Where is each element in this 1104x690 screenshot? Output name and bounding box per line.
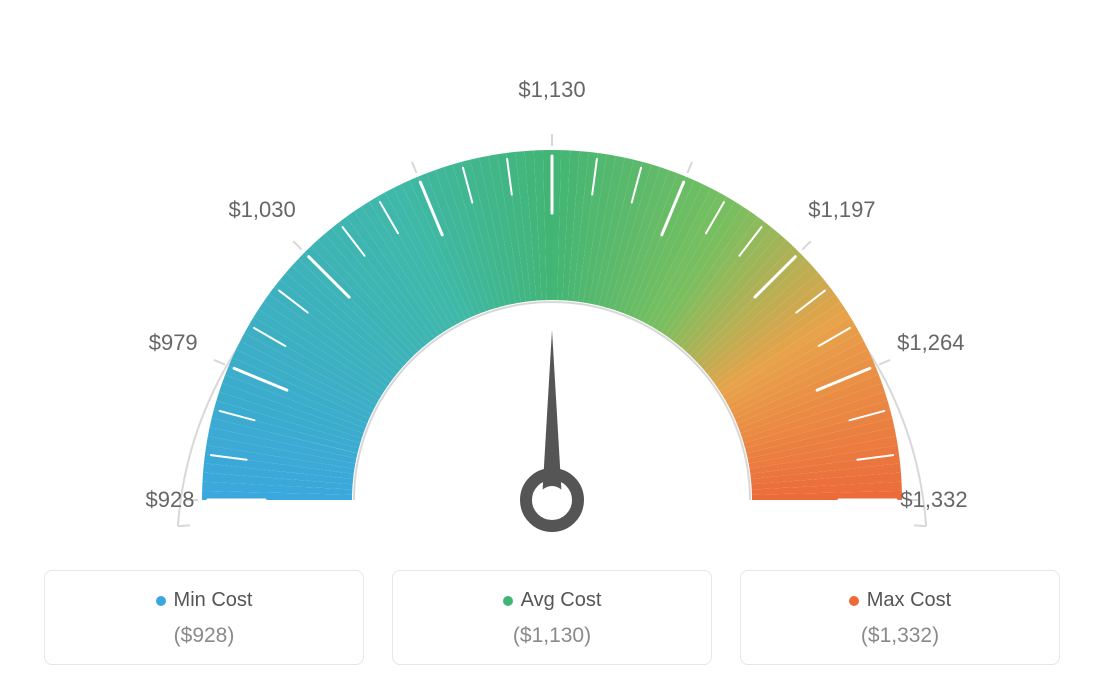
svg-text:$1,264: $1,264 [897,330,964,355]
legend-label-min: Min Cost [55,589,353,612]
svg-text:$1,030: $1,030 [228,197,295,222]
svg-text:$1,332: $1,332 [900,487,967,512]
legend-box-min: Min Cost ($928) [44,570,364,665]
legend-row: Min Cost ($928) Avg Cost ($1,130) Max Co… [0,570,1104,665]
legend-label-avg: Avg Cost [403,589,701,612]
legend-value-min: ($928) [55,624,353,648]
legend-text-min: Min Cost [174,589,253,611]
legend-text-max: Max Cost [867,589,951,611]
legend-dot-max [849,596,859,606]
legend-dot-avg [503,596,513,606]
svg-text:$928: $928 [146,487,195,512]
gauge-chart: $928 $979 $1,030 $1,130 $1,197 $1,264 $1,332 [0,0,1104,560]
legend-label-max: Max Cost [751,589,1049,612]
svg-text:$1,197: $1,197 [808,197,875,222]
legend-dot-min [156,596,166,606]
legend-value-avg: ($1,130) [403,624,701,648]
svg-text:$979: $979 [149,330,198,355]
legend-box-max: Max Cost ($1,332) [740,570,1060,665]
legend-value-max: ($1,332) [751,624,1049,648]
legend-text-avg: Avg Cost [521,589,602,611]
gauge-svg: $928 $979 $1,030 $1,130 $1,197 $1,264 $1,332 [0,0,1104,560]
svg-text:$1,130: $1,130 [518,77,585,102]
legend-box-avg: Avg Cost ($1,130) [392,570,712,665]
